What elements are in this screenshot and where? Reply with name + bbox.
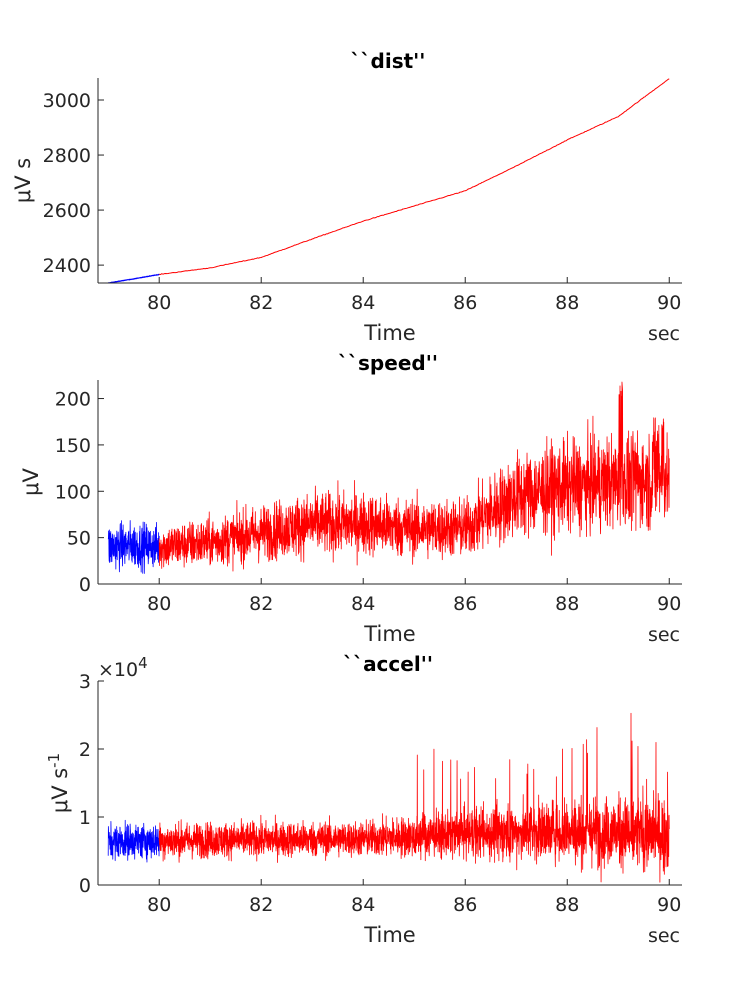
y-axis-label-text: μV s [48, 768, 72, 813]
y-tick-label: 200 [55, 389, 91, 411]
x-tick-label: 84 [351, 593, 375, 615]
series-line-1 [158, 712, 670, 883]
chart-title: ``dist'' [351, 49, 426, 73]
series-line-1 [158, 381, 670, 572]
x-tick-label: 86 [453, 593, 477, 615]
y-axis-label: μV [19, 468, 43, 496]
x-tick-label: 88 [555, 593, 579, 615]
y-tick-label: 50 [67, 528, 91, 550]
x-axis-label: Time [363, 923, 415, 947]
y-tick-label: 2 [79, 739, 91, 761]
series-line-0 [107, 819, 160, 863]
x-axis-label: Time [363, 321, 415, 345]
y-axis-label: μV s [11, 158, 35, 203]
series-line-0 [107, 273, 160, 284]
chart-title: ``speed'' [338, 351, 438, 375]
y-tick-label: 1 [79, 807, 91, 829]
y-tick-label: 2600 [43, 200, 91, 222]
x-tick-label: 88 [555, 292, 579, 314]
x-tick-label: 82 [249, 292, 273, 314]
x-axis-label: Time [363, 622, 415, 646]
series-line-1 [159, 78, 670, 276]
y-axis-label-text: μV s [11, 158, 35, 203]
x-tick-label: 84 [351, 292, 375, 314]
y-tick-label: 2800 [43, 145, 91, 167]
x-unit-label: sec [648, 323, 680, 345]
chart-0: 80 82 84 86 88 90 2400 2600 2800 3000 ``dist'' Time… [11, 49, 682, 345]
x-unit-label: sec [648, 925, 680, 947]
y-tick-label: 0 [79, 574, 91, 596]
x-tick-label: 82 [249, 894, 273, 916]
series-line-0 [107, 520, 160, 574]
x-tick-label: 80 [147, 292, 171, 314]
x-tick-label: 80 [147, 894, 171, 916]
y-tick-label: 0 [79, 875, 91, 897]
x-tick-label: 84 [351, 894, 375, 916]
y-axis-label-text: μV [19, 468, 43, 496]
x-tick-label: 90 [657, 292, 681, 314]
y-tick-label: 2400 [43, 255, 91, 277]
y-exponent-label: ×104 [98, 654, 148, 681]
y-tick-label: 150 [55, 435, 91, 457]
x-tick-label: 82 [249, 593, 273, 615]
y-exponent-power: 4 [138, 654, 148, 672]
y-tick-label: 3000 [43, 90, 91, 112]
x-tick-label: 86 [453, 292, 477, 314]
x-tick-label: 86 [453, 894, 477, 916]
x-tick-label: 80 [147, 593, 171, 615]
y-axis-label-superscript: -1 [45, 753, 63, 768]
y-tick-label: 100 [55, 481, 91, 503]
x-tick-label: 90 [657, 593, 681, 615]
chart-2: 80 82 84 86 88 90 0 1 2 3 ``accel'' Time sec μV s-1 ×1… [45, 652, 682, 947]
x-tick-label: 90 [657, 894, 681, 916]
y-axis-label: μV s-1 [45, 753, 72, 813]
chart-1: 80 82 84 86 88 90 0 50 100 150 200 ``speed'' Time sec… [19, 351, 682, 646]
x-unit-label: sec [648, 624, 680, 646]
y-exponent-base: ×10 [98, 659, 138, 681]
chart-title: ``accel'' [343, 652, 433, 676]
y-tick-label: 3 [79, 671, 91, 693]
x-tick-label: 88 [555, 894, 579, 916]
